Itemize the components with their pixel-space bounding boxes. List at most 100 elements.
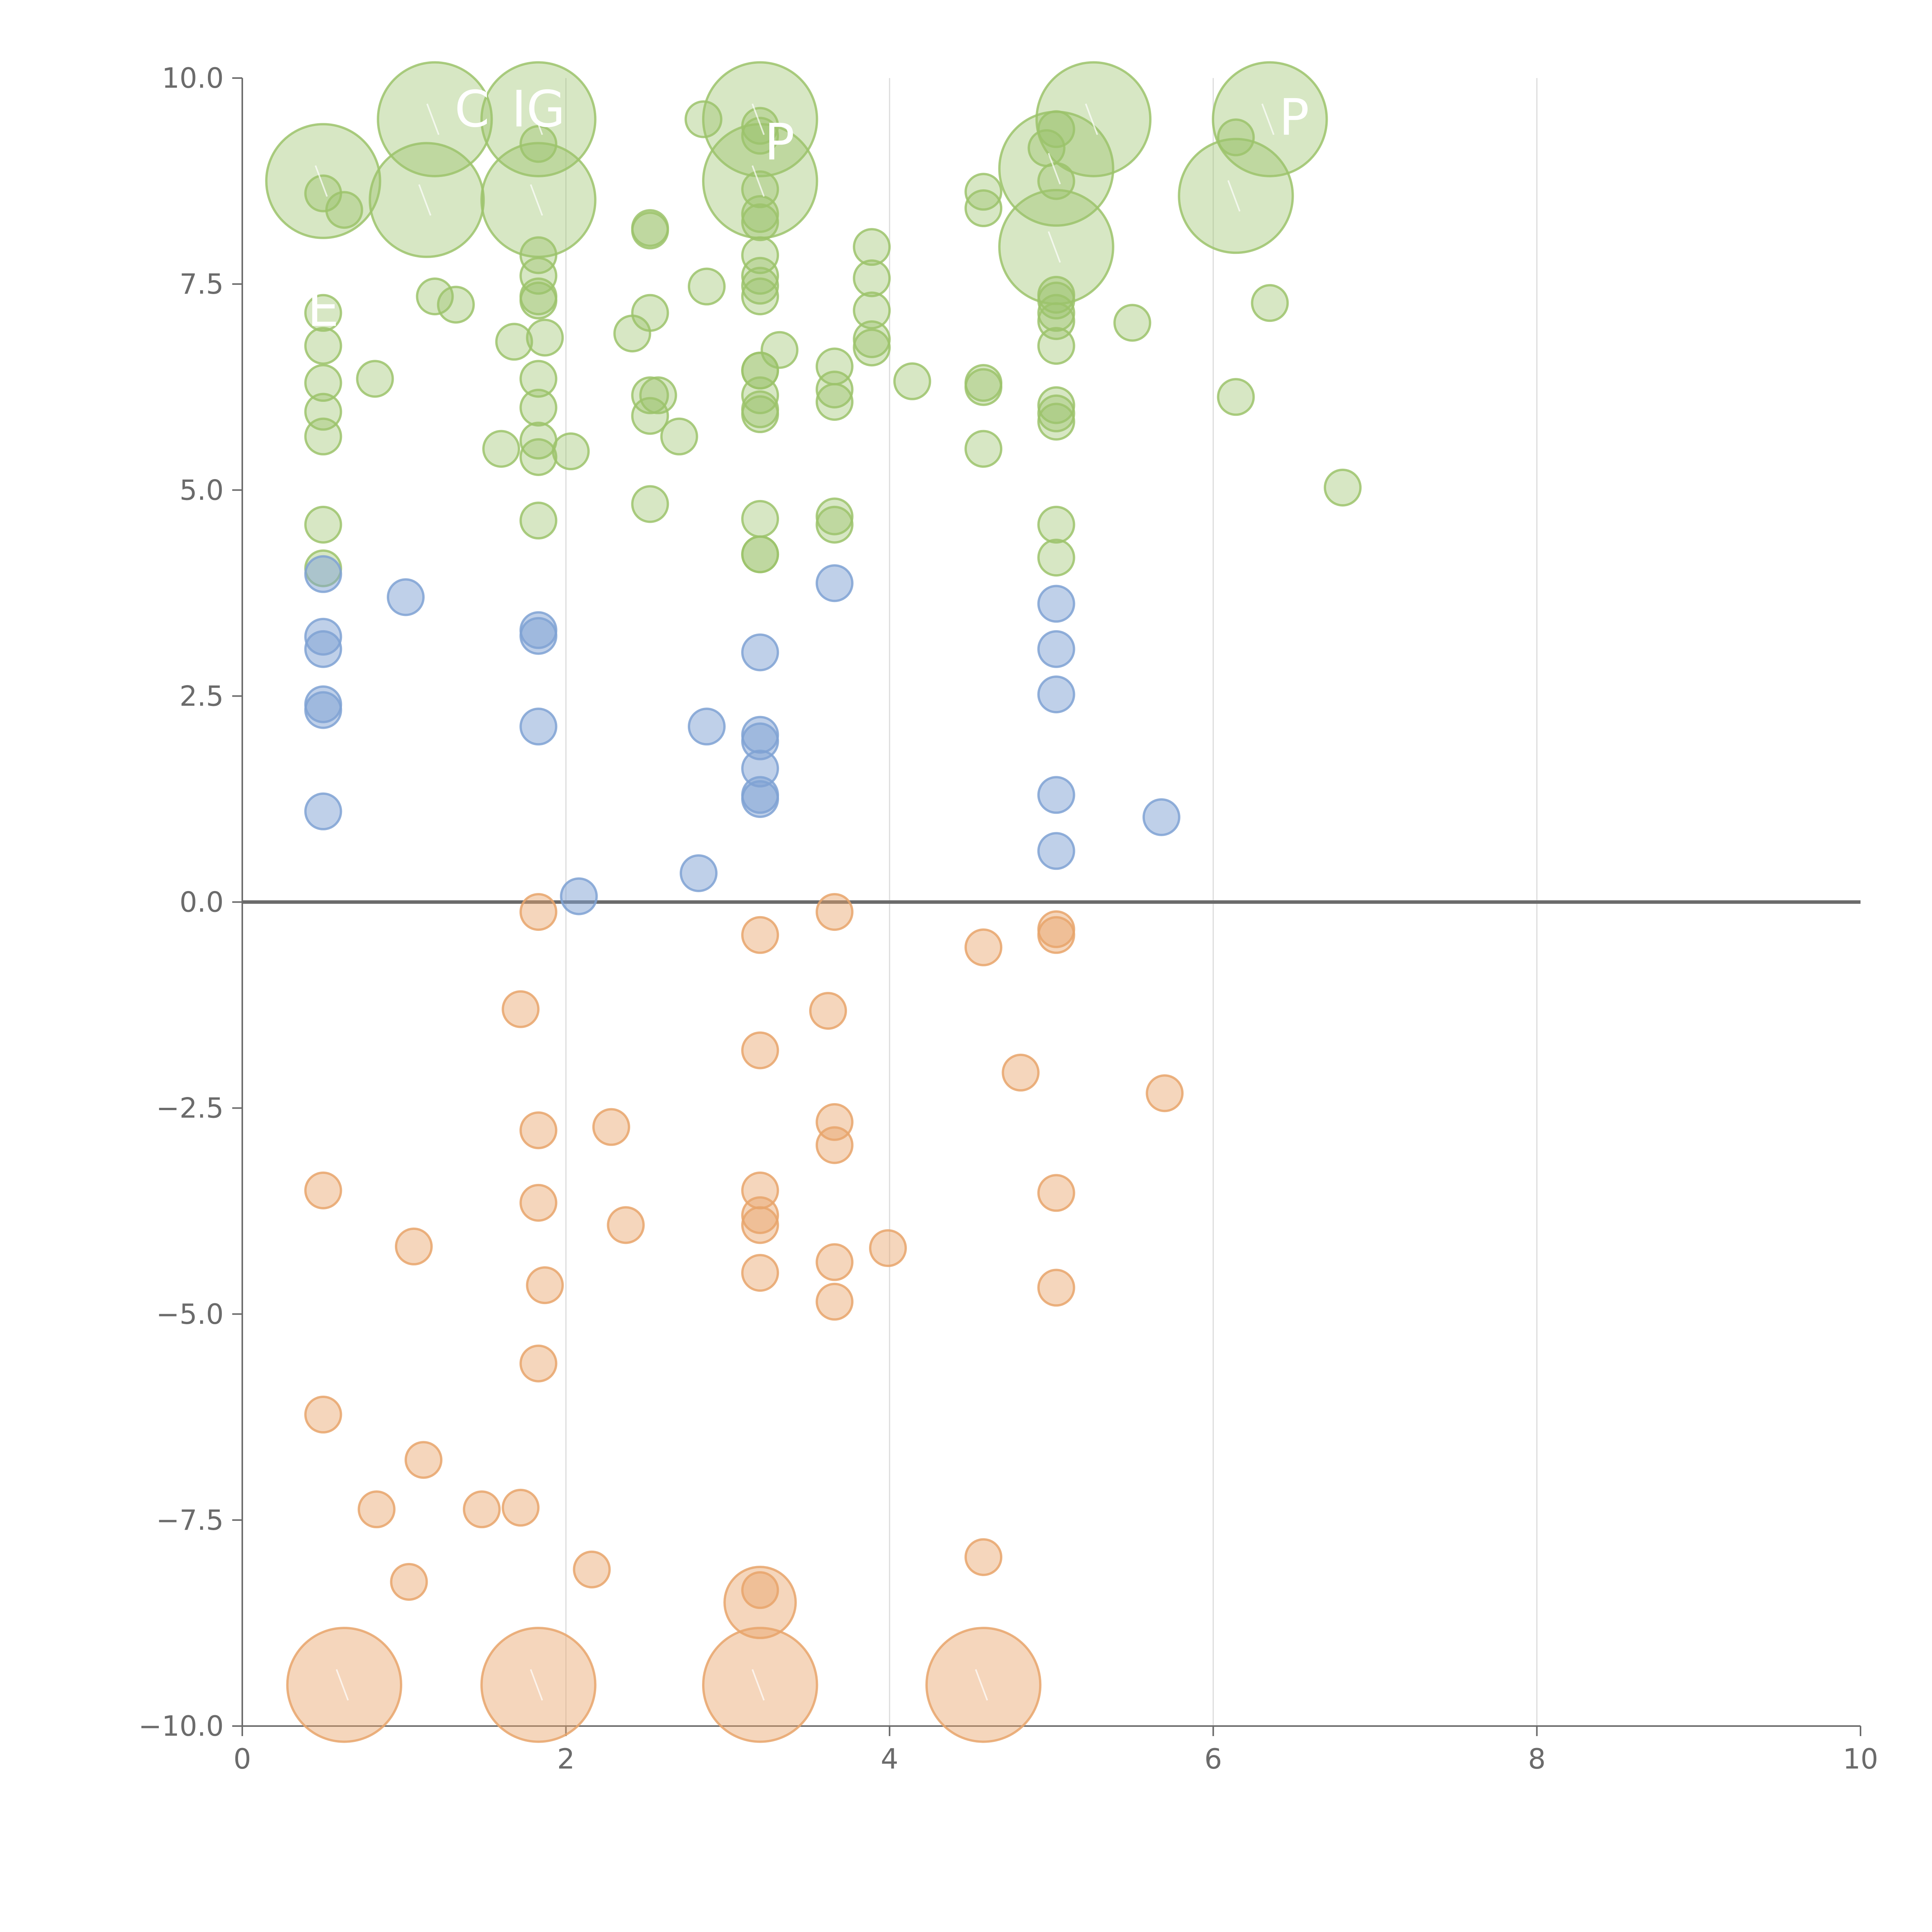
bubble-positive-high bbox=[631, 294, 669, 332]
bubble-positive-high bbox=[741, 257, 779, 295]
bubble-positive-high bbox=[1035, 61, 1152, 177]
bubble-positive-high bbox=[526, 318, 564, 357]
bubble-positive-low bbox=[1037, 630, 1075, 668]
bubble-negative bbox=[357, 1490, 396, 1529]
leader-line bbox=[752, 1669, 765, 1701]
bubble-positive-high bbox=[519, 360, 558, 398]
bubble-negative bbox=[925, 1627, 1042, 1743]
bubble-positive-high bbox=[1037, 281, 1075, 320]
bubble-positive-high bbox=[853, 291, 891, 330]
bubble-negative bbox=[573, 1550, 611, 1588]
bubble-positive-high bbox=[325, 191, 363, 229]
x-tick-label: 6 bbox=[1204, 1743, 1222, 1775]
leader-line bbox=[530, 184, 543, 216]
bubble-negative bbox=[304, 1171, 342, 1209]
bubble-positive-high bbox=[964, 368, 1003, 406]
axes bbox=[232, 77, 1861, 1736]
bubble-positive-low bbox=[304, 555, 342, 593]
bubble-positive-high bbox=[631, 376, 669, 415]
bubble-positive-high bbox=[1037, 394, 1075, 432]
bubble-positive-high bbox=[631, 211, 669, 250]
bubble-positive-high bbox=[893, 362, 931, 400]
bubble-negative bbox=[741, 1196, 779, 1234]
bubble-annotation: P bbox=[1279, 88, 1309, 147]
bubble-positive-high bbox=[304, 364, 342, 402]
bubble-positive-high bbox=[741, 236, 779, 274]
bubble-negative bbox=[519, 1344, 558, 1383]
bubble-positive-low bbox=[687, 707, 726, 746]
leader-line bbox=[426, 103, 440, 135]
bubble-positive-high bbox=[1037, 539, 1075, 577]
bubble-positive-low bbox=[1037, 832, 1075, 870]
bubble-negative bbox=[741, 916, 779, 954]
y-tick-label: 7.5 bbox=[179, 268, 224, 300]
bubble-positive-high bbox=[853, 328, 891, 367]
bubble-positive-high bbox=[660, 417, 698, 456]
x-tick-label: 2 bbox=[557, 1743, 575, 1775]
bubble-negative bbox=[1037, 1269, 1075, 1307]
bubble-positive-high bbox=[741, 535, 779, 573]
bubble-negative bbox=[964, 1538, 1003, 1576]
bubble-negative bbox=[741, 1031, 779, 1070]
bubble-positive-high bbox=[741, 267, 779, 305]
bubble-positive-high bbox=[1251, 284, 1289, 322]
bubble-annotation: P bbox=[764, 113, 794, 172]
bubble-negative bbox=[395, 1227, 433, 1265]
tick-labels: 0 2 4 6 8 10 −10.0 −7.5 −5.0 −2.5 0.0 2.5 5.0 7.5 10.0 bbox=[138, 62, 1878, 1775]
bubble-positive-high bbox=[377, 61, 493, 177]
bubble-negative bbox=[519, 1184, 558, 1222]
bubble-negative bbox=[702, 1627, 818, 1743]
bubble-positive-low bbox=[815, 564, 854, 602]
bubble-positive-low bbox=[304, 792, 342, 830]
bubble-negative bbox=[815, 1282, 854, 1321]
bubble-positive-high bbox=[1037, 386, 1075, 424]
bubble-positive-high bbox=[741, 277, 779, 316]
bubble-negative bbox=[286, 1627, 403, 1743]
bubble-negative bbox=[815, 1126, 854, 1164]
annotations: C IG P P E bbox=[307, 80, 1309, 1701]
bubble-positive-high bbox=[519, 389, 558, 427]
bubble-positive-high bbox=[519, 281, 558, 320]
bubble-negative bbox=[869, 1229, 907, 1267]
bubble-positive-high bbox=[356, 360, 394, 398]
bubble-negative bbox=[741, 1571, 779, 1609]
bubble-negative bbox=[463, 1490, 501, 1529]
bubble-positive-high bbox=[519, 502, 558, 540]
bubble-positive-high bbox=[1212, 61, 1328, 177]
bubble-positive-high bbox=[1037, 294, 1075, 332]
bubble-positive-high bbox=[1037, 505, 1075, 544]
bubble-positive-low bbox=[680, 854, 718, 892]
bubble-negative bbox=[1037, 916, 1075, 954]
bubble-negative bbox=[607, 1206, 645, 1244]
bubble-positive-high bbox=[1217, 378, 1255, 416]
leader-line bbox=[530, 1669, 543, 1701]
bubble-positive-high bbox=[853, 228, 891, 266]
bubble-negative bbox=[809, 992, 847, 1030]
bubble-positive-high bbox=[853, 259, 891, 298]
bubble-negative bbox=[1037, 1174, 1075, 1212]
bubble-positive-low bbox=[386, 578, 425, 616]
bubble-negative bbox=[480, 1627, 597, 1743]
bubbles bbox=[265, 61, 1362, 1743]
bubble-positive-low bbox=[519, 707, 558, 746]
bubble-positive-high bbox=[741, 195, 779, 233]
bubble-positive-high bbox=[760, 331, 799, 369]
bubble-positive-high bbox=[265, 123, 381, 239]
bubble-negative bbox=[723, 1566, 797, 1639]
y-tick-label: −7.5 bbox=[156, 1504, 224, 1536]
leader-line bbox=[418, 184, 432, 216]
bubble-negative bbox=[741, 1254, 779, 1292]
bubble-positive-high bbox=[1217, 118, 1255, 156]
y-tick-label: −5.0 bbox=[156, 1298, 224, 1330]
bubble-positive-high bbox=[815, 497, 854, 536]
bubble-positive-high bbox=[416, 277, 454, 316]
bubble-annotation: E bbox=[307, 279, 339, 338]
bubble-negative bbox=[502, 1488, 540, 1527]
bubble-positive-low bbox=[304, 630, 342, 668]
bubble-annotation: IG bbox=[512, 80, 565, 138]
bubble-positive-high bbox=[552, 432, 590, 471]
bubble-positive-high bbox=[741, 376, 779, 415]
bubble-negative bbox=[519, 1111, 558, 1150]
bubble-positive-high bbox=[964, 430, 1003, 468]
